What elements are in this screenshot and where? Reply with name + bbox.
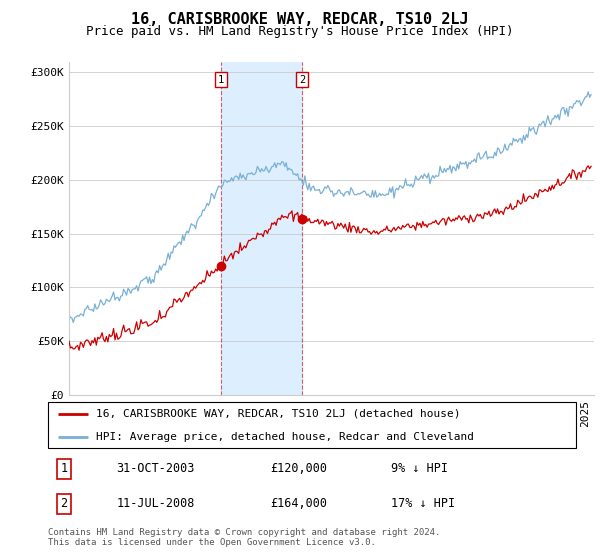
Text: £120,000: £120,000 [270,462,327,475]
Text: 17% ↓ HPI: 17% ↓ HPI [391,497,455,510]
Text: Contains HM Land Registry data © Crown copyright and database right 2024.
This d: Contains HM Land Registry data © Crown c… [48,528,440,547]
Text: Price paid vs. HM Land Registry's House Price Index (HPI): Price paid vs. HM Land Registry's House … [86,25,514,38]
Bar [221,62,302,395]
Text: 1: 1 [218,75,224,85]
Text: 2: 2 [299,75,305,85]
Text: 9% ↓ HPI: 9% ↓ HPI [391,462,448,475]
Text: 16, CARISBROOKE WAY, REDCAR, TS10 2LJ: 16, CARISBROOKE WAY, REDCAR, TS10 2LJ [131,12,469,27]
Text: 2: 2 [60,497,67,510]
Text: 1: 1 [60,462,67,475]
Text: 16, CARISBROOKE WAY, REDCAR, TS10 2LJ (detached house): 16, CARISBROOKE WAY, REDCAR, TS10 2LJ (d… [95,409,460,418]
Text: 31-OCT-2003: 31-OCT-2003 [116,462,195,475]
Text: £164,000: £164,000 [270,497,327,510]
Text: 11-JUL-2008: 11-JUL-2008 [116,497,195,510]
FancyBboxPatch shape [48,402,576,448]
Text: HPI: Average price, detached house, Redcar and Cleveland: HPI: Average price, detached house, Redc… [95,432,473,441]
